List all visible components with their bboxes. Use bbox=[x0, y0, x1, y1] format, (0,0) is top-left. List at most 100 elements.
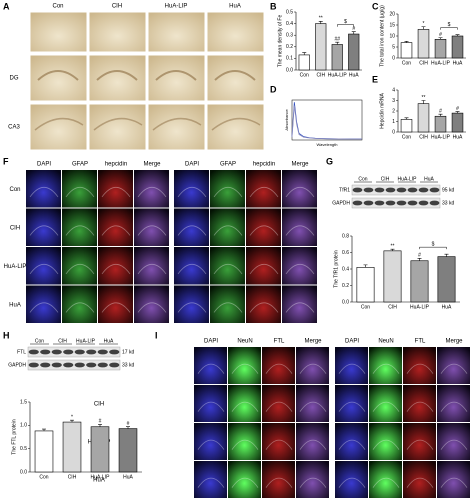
y-tick-label: 5 bbox=[392, 44, 395, 50]
micrograph bbox=[206, 11, 265, 53]
x-tick-label: HuA bbox=[442, 304, 452, 310]
column-header: DAPI bbox=[345, 339, 359, 345]
y-axis-label: Hepcidin mRNA bbox=[379, 93, 385, 129]
tissue-contour bbox=[65, 186, 95, 198]
error-bar bbox=[42, 428, 46, 431]
y-tick-label: 0.0 bbox=[20, 469, 27, 475]
error-bar bbox=[444, 253, 449, 257]
error-bar bbox=[98, 424, 102, 427]
micrograph bbox=[147, 54, 206, 102]
bar bbox=[383, 250, 402, 303]
tissue-contour bbox=[265, 477, 293, 488]
y-tick-label: 0.3 bbox=[286, 33, 293, 39]
x-tick-label: CIH bbox=[316, 72, 325, 78]
tissue-contour bbox=[285, 186, 315, 198]
size-label: 17 kd bbox=[122, 349, 134, 355]
band bbox=[407, 200, 418, 206]
tissue-contour bbox=[338, 439, 366, 450]
error-bar bbox=[438, 37, 443, 40]
micrograph bbox=[246, 170, 281, 208]
micrograph bbox=[174, 208, 209, 246]
micrograph bbox=[210, 247, 245, 285]
micrograph bbox=[282, 208, 317, 246]
micrograph bbox=[134, 208, 169, 246]
tissue-contour bbox=[29, 302, 59, 313]
micrograph bbox=[228, 385, 261, 422]
band bbox=[63, 349, 74, 355]
row-label: CIH bbox=[10, 225, 20, 231]
micrograph bbox=[62, 208, 97, 246]
x-tick-label: HuA bbox=[349, 72, 359, 78]
micrograph bbox=[29, 11, 88, 53]
column-header: DAPI bbox=[37, 162, 51, 168]
tissue-contour bbox=[372, 439, 400, 450]
blot-strip bbox=[27, 359, 121, 371]
lane-label: Con bbox=[35, 338, 44, 344]
tissue-contour bbox=[213, 225, 243, 236]
y-tick-label: 0.4 bbox=[342, 266, 349, 272]
y-tick-label: 0.0 bbox=[342, 299, 349, 305]
y-axis-label: The total iron content (μg/g) bbox=[379, 5, 385, 67]
column-header: GFAP bbox=[72, 162, 88, 168]
tissue-contour bbox=[299, 363, 327, 374]
blot-strip bbox=[351, 184, 441, 196]
tissue-contour bbox=[285, 302, 315, 313]
x-tick-label: Con bbox=[402, 60, 411, 66]
micrograph bbox=[228, 347, 261, 384]
lane-label: HuA bbox=[104, 338, 114, 344]
y-tick-label: 0.8 bbox=[342, 233, 349, 239]
x-tick-label: Con bbox=[39, 474, 48, 480]
row-label: DG bbox=[10, 76, 19, 82]
tissue-contour bbox=[440, 477, 468, 488]
bar bbox=[348, 33, 360, 71]
tissue-contour bbox=[211, 117, 261, 131]
micrograph bbox=[26, 285, 61, 323]
size-label: 33 kd bbox=[122, 362, 134, 368]
band bbox=[109, 362, 120, 368]
bar bbox=[437, 256, 456, 303]
tissue-contour bbox=[214, 70, 256, 81]
tissue-contour bbox=[137, 225, 167, 236]
band bbox=[352, 187, 363, 193]
tissue-contour bbox=[152, 117, 202, 131]
micrograph bbox=[26, 170, 61, 208]
band bbox=[97, 349, 108, 355]
error-bar bbox=[417, 257, 422, 261]
annotation: # bbox=[352, 26, 355, 32]
bracket-label: $ bbox=[432, 241, 435, 247]
tissue-contour bbox=[34, 117, 84, 131]
band bbox=[407, 187, 418, 193]
tissue-contour bbox=[93, 117, 143, 131]
line-series bbox=[291, 102, 362, 140]
micrograph bbox=[134, 247, 169, 285]
micrograph bbox=[98, 170, 133, 208]
row-label: HuA bbox=[93, 478, 105, 484]
x-tick-label: HuA-LIP bbox=[410, 304, 430, 310]
annotation: # bbox=[439, 32, 442, 38]
y-tick-label: 2 bbox=[392, 108, 395, 114]
micrograph bbox=[282, 285, 317, 323]
y-tick-label: 1.5 bbox=[20, 399, 27, 405]
x-tick-label: CIH bbox=[419, 134, 428, 140]
micrograph bbox=[437, 423, 470, 460]
tissue-contour bbox=[338, 363, 366, 374]
tissue-contour bbox=[265, 401, 293, 412]
blot-strip bbox=[27, 346, 121, 358]
tissue-contour bbox=[213, 186, 243, 198]
column-header: CIH bbox=[112, 4, 122, 10]
tissue-contour bbox=[213, 263, 243, 275]
error-bar bbox=[438, 113, 443, 117]
error-bar bbox=[335, 41, 340, 45]
band bbox=[28, 349, 39, 355]
bar bbox=[90, 426, 110, 473]
bar bbox=[62, 421, 82, 473]
x-tick-label: HuA bbox=[123, 474, 133, 480]
bracket bbox=[337, 24, 354, 27]
band bbox=[396, 200, 407, 206]
protein-label: GAPDH bbox=[8, 362, 26, 368]
band bbox=[429, 200, 440, 206]
error-bar bbox=[70, 419, 74, 423]
micrograph bbox=[296, 461, 329, 498]
x-tick-label: HuA bbox=[453, 134, 463, 140]
x-tick-label: HuA-LIP bbox=[431, 134, 451, 140]
